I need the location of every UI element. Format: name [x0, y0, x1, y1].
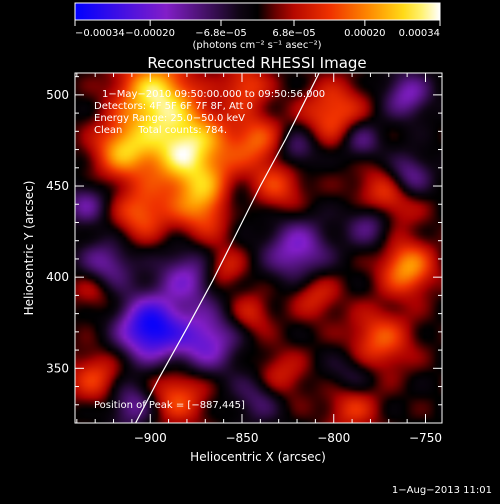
colorbar-tick-label: 0.00020	[344, 28, 385, 39]
peak-position-label: Position of Peak = [−887,445]	[94, 400, 245, 411]
overlay	[135, 73, 320, 423]
annotation-clean: Clean Total counts: 784.	[94, 125, 227, 136]
x-tick-label: −900	[134, 431, 167, 445]
axis-ticks: −900 −850 −800 −750 350 400 450 500	[46, 73, 442, 445]
y-tick-label: 450	[46, 179, 69, 193]
footer-date: 1−Aug−2013 11:01	[391, 485, 492, 496]
colorbar-tick-label: −6.8e−05	[195, 28, 247, 39]
annotation-energy: Energy Range: 25.0−50.0 keV	[94, 113, 245, 124]
x-axis-label: Heliocentric X (arcsec)	[190, 450, 326, 464]
solar-limb-line	[135, 73, 320, 423]
x-tick-label: −750	[409, 431, 442, 445]
x-tick-label: −850	[226, 431, 259, 445]
y-tick-label: 500	[46, 88, 69, 102]
heatmap-image	[75, 73, 442, 423]
colorbar-ticks: −0.00034 −0.00020 −6.8e−05 6.8e−05 0.00020 0.…	[74, 20, 441, 39]
colorbar	[75, 3, 440, 20]
colorbar-tick-label: 6.8e−05	[272, 28, 315, 39]
annotation-block: 1−May−2010 09:50:00.000 to 09:50:56.000 …	[94, 89, 325, 411]
annotation-detectors: Detectors: 4F 5F 6F 7F 8F, Att 0	[94, 101, 253, 112]
plot-frame	[74, 72, 443, 424]
y-axis-label: Heliocentric Y (arcsec)	[22, 181, 36, 316]
annotation-time: 1−May−2010 09:50:00.000 to 09:50:56.000	[102, 89, 325, 100]
x-tick-label: −800	[317, 431, 350, 445]
colorbar-frame	[74, 2, 441, 21]
colorbar-tick-label: −0.00034	[75, 28, 125, 39]
colorbar-label: (photons cm⁻² s⁻¹ asec⁻²)	[192, 40, 321, 51]
y-tick-label: 400	[46, 270, 69, 284]
chart-title: Reconstructed RHESSI Image	[147, 54, 366, 72]
colorbar-tick-label: 0.00034	[399, 28, 440, 39]
colorbar-tick-label: −0.00020	[125, 28, 175, 39]
y-tick-label: 350	[46, 361, 69, 375]
